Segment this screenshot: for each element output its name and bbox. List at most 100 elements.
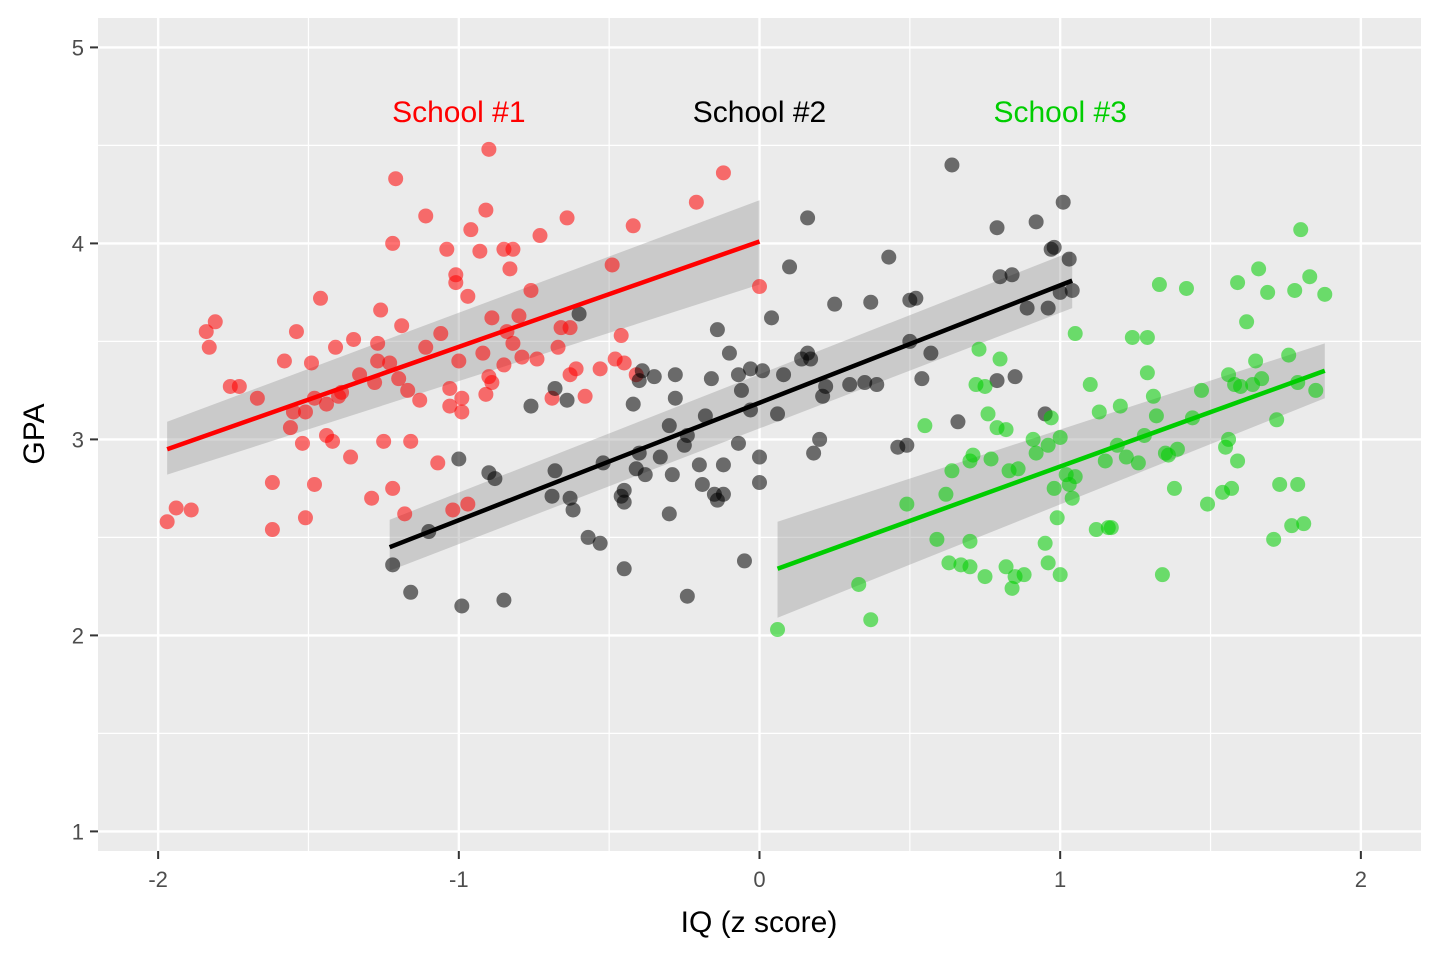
data-point-school-3 [1148,408,1164,424]
data-point-school-1 [604,257,620,273]
data-point-school-3 [1097,453,1113,469]
data-point-school-2 [803,351,819,367]
data-point-school-1 [412,392,428,408]
data-point-school-3 [1064,490,1080,506]
data-point-school-2 [842,377,858,393]
data-point-school-2 [454,598,470,614]
data-point-school-3 [1139,365,1155,381]
data-point-school-1 [568,361,584,377]
data-point-school-2 [908,290,924,306]
data-point-school-2 [616,494,632,510]
data-point-school-2 [721,345,737,361]
data-point-school-2 [664,467,680,483]
data-point-school-1 [370,335,386,351]
data-point-school-1 [430,455,446,471]
data-point-school-2 [709,322,725,338]
data-point-school-1 [168,500,184,516]
y-axis-title: GPA [18,403,51,464]
data-point-school-1 [613,328,629,344]
data-point-school-2 [403,584,419,600]
data-point-school-2 [812,431,828,447]
data-point-school-1 [159,514,175,530]
y-tick-label: 5 [72,35,84,60]
data-point-school-2 [992,269,1008,285]
data-point-school-2 [385,557,401,573]
data-point-school-3 [1230,453,1246,469]
data-point-school-1 [306,476,322,492]
data-point-school-1 [577,388,593,404]
data-point-school-2 [634,363,650,379]
data-point-school-3 [1067,326,1083,342]
data-point-school-1 [376,433,392,449]
data-point-school-2 [547,380,563,396]
data-point-school-3 [1046,480,1062,496]
data-point-school-2 [1046,239,1062,255]
data-point-school-1 [325,433,341,449]
data-point-school-1 [343,449,359,465]
data-point-school-2 [1007,369,1023,385]
data-point-school-2 [923,345,939,361]
data-point-school-1 [463,222,479,238]
data-point-school-3 [1302,269,1318,285]
data-point-school-2 [715,457,731,473]
data-point-school-1 [442,380,458,396]
data-point-school-3 [863,612,879,628]
data-point-school-2 [1019,300,1035,316]
data-point-school-1 [198,324,214,340]
data-point-school-3 [998,422,1014,438]
annotation-school-3: School #3 [993,96,1126,129]
data-point-school-2 [652,449,668,465]
data-point-school-2 [487,471,503,487]
x-tick-label: 2 [1355,867,1367,892]
annotation-school-1: School #1 [392,96,525,129]
data-point-school-2 [559,392,575,408]
data-point-school-3 [1290,476,1306,492]
fit-line-school-1 [166,239,761,452]
y-tick-label: 3 [72,427,84,452]
data-point-school-1 [439,241,455,257]
data-point-school-3 [1296,516,1312,532]
data-point-school-3 [992,351,1008,367]
data-point-school-3 [1166,480,1182,496]
data-point-school-3 [1251,261,1267,277]
data-point-school-2 [733,382,749,398]
data-point-school-3 [1317,286,1333,302]
data-point-school-3 [1151,277,1167,293]
data-point-school-3 [1194,382,1210,398]
data-point-school-1 [201,339,217,355]
data-point-school-1 [264,522,280,538]
grid-lines [98,18,1421,851]
data-point-school-2 [616,482,632,498]
data-point-school-1 [562,320,578,336]
data-point-school-3 [1269,412,1285,428]
data-point-school-1 [478,202,494,218]
data-point-school-2 [755,363,771,379]
data-point-school-1 [418,208,434,224]
fit-line-school-2 [388,278,1074,550]
data-point-school-2 [770,406,786,422]
data-point-school-3 [1124,329,1140,345]
data-point-school-1 [288,324,304,340]
data-point-school-1 [294,435,310,451]
data-point-school-3 [1112,398,1128,414]
data-point-school-2 [752,475,767,491]
data-point-school-1 [460,496,476,512]
annotation-school-2: School #2 [693,96,826,129]
data-point-school-2 [1028,214,1044,230]
data-point-school-2 [1040,300,1056,316]
data-point-school-3 [1233,378,1249,394]
data-point-school-2 [950,414,966,430]
data-point-school-1 [264,475,280,491]
data-point-school-1 [529,351,545,367]
data-point-school-1 [454,390,470,406]
data-point-school-2 [679,588,695,604]
data-point-school-3 [965,447,981,463]
data-point-school-2 [827,296,843,312]
data-point-school-2 [580,529,596,545]
data-point-school-3 [1281,347,1297,363]
data-point-school-2 [571,306,587,322]
data-point-school-2 [496,592,512,608]
data-point-school-1 [559,210,575,226]
data-point-school-3 [1091,404,1107,420]
